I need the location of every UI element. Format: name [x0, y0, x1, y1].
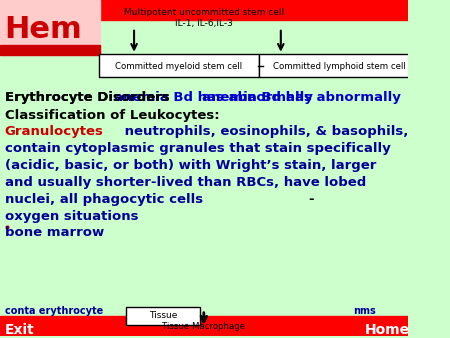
Text: Committed myeloid stem cell: Committed myeloid stem cell — [115, 62, 242, 71]
Text: Multipotent uncommitted stem cell
IL-1, IL-6,IL-3: Multipotent uncommitted stem cell IL-1, … — [124, 8, 284, 28]
Text: Hem: Hem — [4, 15, 82, 44]
Text: Tissue: Tissue — [149, 311, 177, 320]
Text: Home: Home — [365, 323, 410, 337]
Text: Tissue Macrophage: Tissue Macrophage — [162, 322, 245, 331]
Text: bone marrow: bone marrow — [4, 226, 104, 239]
Bar — [0, 0, 408, 20]
FancyBboxPatch shape — [99, 54, 259, 77]
Text: nms: nms — [353, 306, 376, 316]
Text: and usually shorter-lived than RBCs, have lobed: and usually shorter-lived than RBCs, hav… — [4, 176, 366, 189]
Text: nuclei, all phagocytic cells: nuclei, all phagocytic cells — [4, 193, 202, 206]
Bar — [0, 45, 99, 55]
Text: anemia Bd has abnormally: anemia Bd has abnormally — [202, 91, 401, 104]
Text: anemia Bd has abnormally: anemia Bd has abnormally — [114, 91, 313, 104]
Text: oxygen situations: oxygen situations — [4, 210, 138, 222]
FancyBboxPatch shape — [259, 54, 419, 77]
Text: Committed lymphoid stem cell: Committed lymphoid stem cell — [273, 62, 406, 71]
Text: Granulocytes: Granulocytes — [4, 125, 104, 138]
Text: Classification of Leukocytes:: Classification of Leukocytes: — [4, 109, 219, 122]
Text: Erythrocyte Disorders: Erythrocyte Disorders — [4, 91, 174, 104]
Text: neutrophils, eosinophils, & basophils,: neutrophils, eosinophils, & basophils, — [120, 125, 409, 138]
Text: Erythrocyte Disorders: Erythrocyte Disorders — [4, 91, 174, 104]
Text: conta erythrocyte: conta erythrocyte — [4, 306, 103, 316]
Text: Exit: Exit — [5, 323, 35, 337]
Text: -: - — [308, 193, 314, 206]
Text: contain cytoplasmic granules that stain specifically: contain cytoplasmic granules that stain … — [4, 142, 390, 155]
FancyBboxPatch shape — [126, 307, 200, 325]
Text: (acidic, basic, or both) with Wright’s stain, larger: (acidic, basic, or both) with Wright’s s… — [4, 159, 376, 172]
Bar — [0, 0, 99, 55]
Bar — [0, 316, 408, 336]
